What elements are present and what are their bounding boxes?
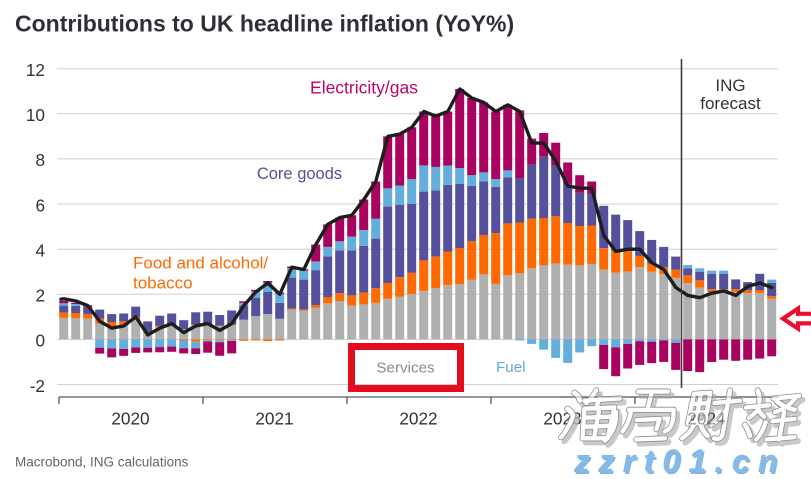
svg-text:Services: Services	[376, 360, 435, 377]
svg-text:4: 4	[35, 241, 45, 261]
svg-text:Contributions to UK headline i: Contributions to UK headline inflation (…	[15, 11, 514, 37]
svg-text:Fuel: Fuel	[496, 359, 526, 376]
svg-text:10: 10	[26, 105, 45, 125]
svg-text:6: 6	[35, 195, 45, 215]
svg-text:0: 0	[35, 331, 45, 351]
svg-text:-2: -2	[30, 376, 45, 396]
svg-text:2020: 2020	[111, 409, 149, 429]
svg-text:2024: 2024	[687, 409, 726, 429]
svg-text:Core goods: Core goods	[257, 165, 342, 183]
svg-text:Food and alcohol/: Food and alcohol/	[133, 254, 268, 273]
svg-text:zzrt01.cn: zzrt01.cn	[575, 445, 788, 479]
svg-text:Electricity/gas: Electricity/gas	[310, 78, 418, 98]
svg-text:Macrobond, ING calculations: Macrobond, ING calculations	[15, 455, 189, 470]
svg-text:tobacco: tobacco	[133, 274, 193, 293]
svg-text:forecast: forecast	[700, 94, 761, 113]
svg-text:2022: 2022	[399, 409, 437, 429]
svg-text:8: 8	[35, 150, 45, 170]
svg-text:zzrt01.cn: zzrt01.cn	[573, 443, 786, 479]
svg-text:2: 2	[35, 286, 45, 306]
svg-text:2021: 2021	[255, 409, 293, 429]
svg-text:12: 12	[26, 60, 45, 80]
svg-text:ING: ING	[715, 76, 745, 95]
